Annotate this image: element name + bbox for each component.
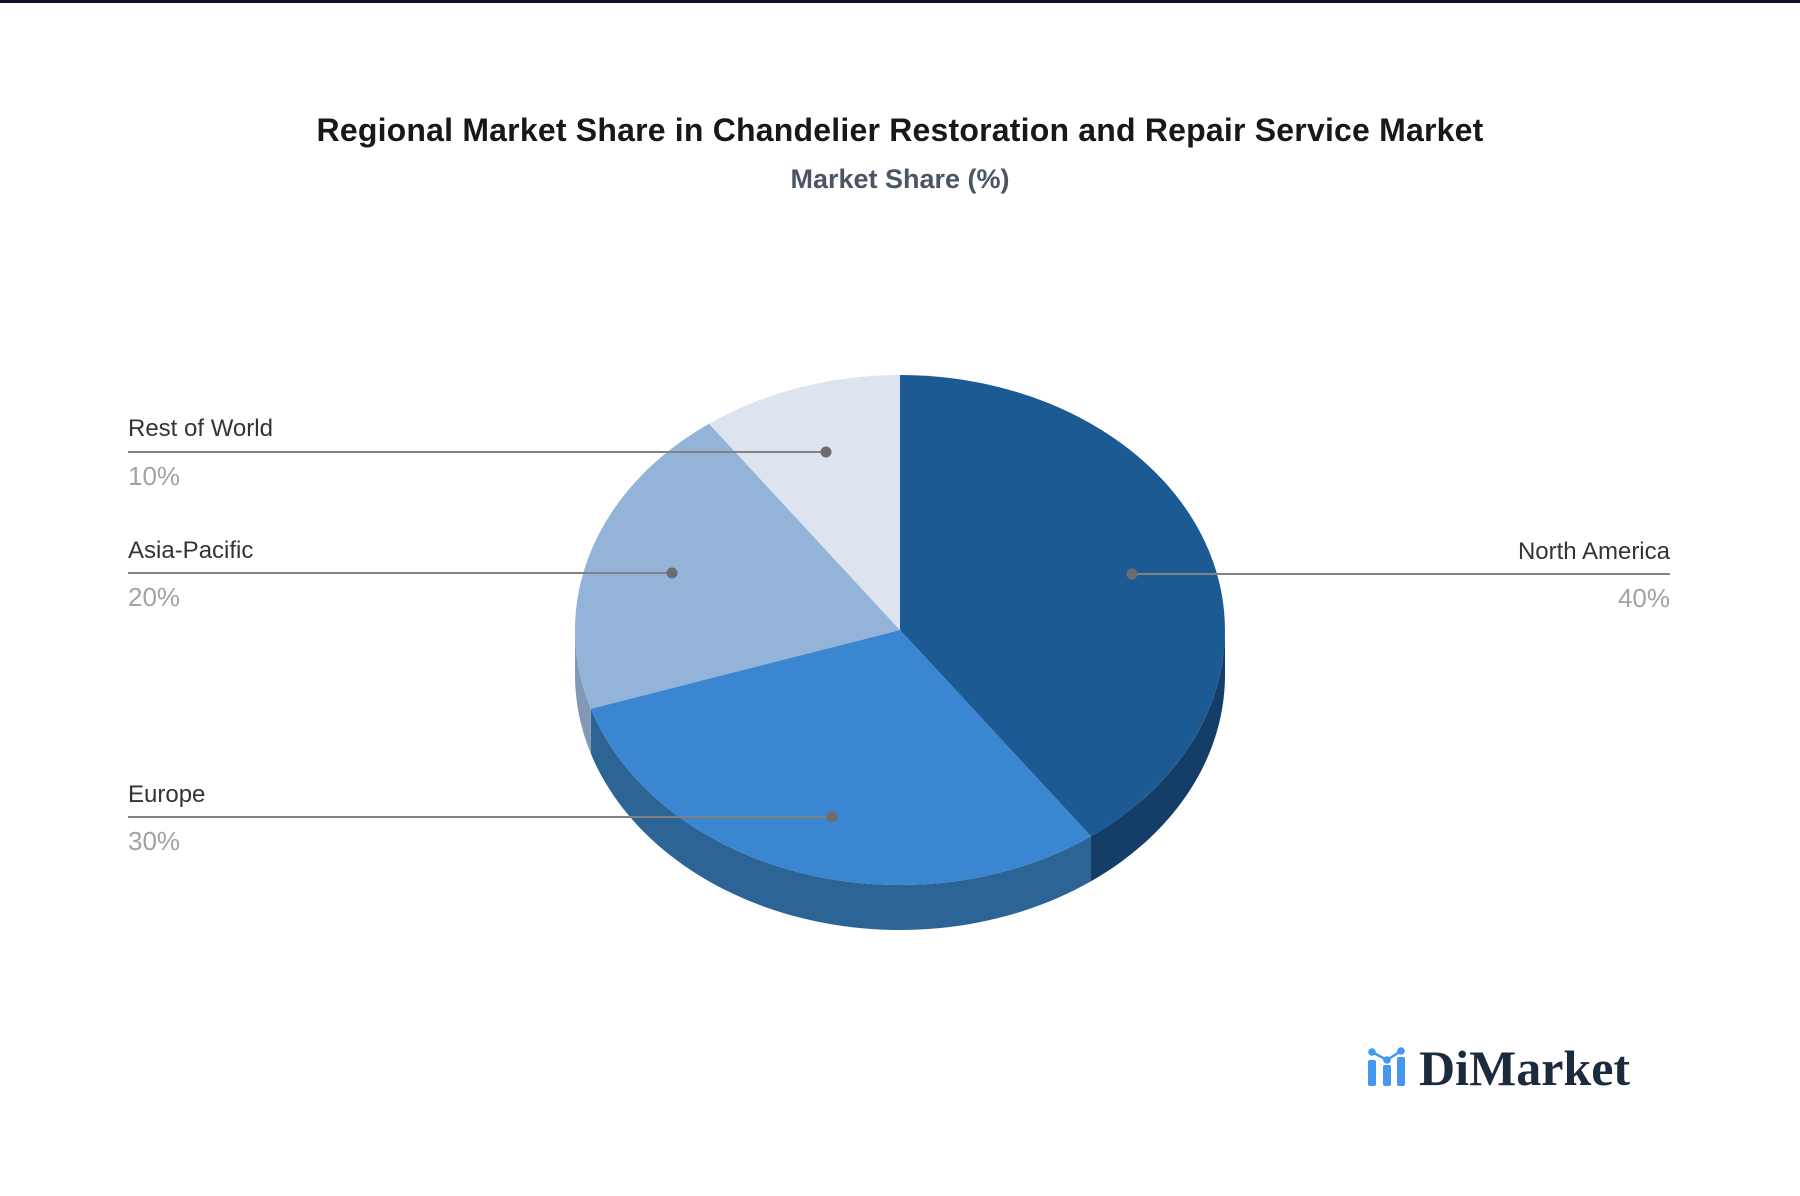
logo-bar-3 — [1397, 1057, 1405, 1086]
leader-dot-north-america — [1126, 568, 1138, 580]
slice-value: 40% — [1617, 583, 1670, 613]
logo-bar-2 — [1383, 1065, 1391, 1086]
dimarket-logo: DiMarket — [1368, 1040, 1631, 1096]
logo-dot-1 — [1368, 1048, 1376, 1056]
pie-slice-north-america-side — [1091, 630, 1225, 882]
value-europe: 30% — [128, 826, 180, 857]
chart-title: Regional Market Share in Chandelier Rest… — [316, 112, 1484, 148]
bar-line-chart-icon — [1368, 1047, 1405, 1086]
slice-label: Europe — [128, 781, 206, 808]
pie-slice-asia-pacific[interactable] — [574, 423, 900, 709]
slice-label: North America — [1517, 538, 1670, 565]
value-north-america: 40% — [1618, 583, 1670, 614]
label-rest-of-world: Rest of World — [128, 414, 273, 443]
label-asia-pacific: Asia-Pacific — [128, 536, 253, 565]
pie-slice-rest-of-world[interactable] — [709, 375, 900, 630]
pie-slice-north-america[interactable] — [900, 375, 1225, 837]
leader-dot-europe — [826, 811, 838, 823]
slice-label: Rest of World — [128, 415, 273, 442]
leader-dot-rest-of-world — [820, 446, 832, 458]
slice-value: 30% — [128, 826, 181, 856]
window-top-border — [0, 0, 1800, 3]
slice-value: 20% — [128, 582, 181, 612]
logo-dot-2 — [1383, 1056, 1391, 1064]
value-asia-pacific: 20% — [128, 582, 180, 613]
leader-dot-asia-pacific — [666, 567, 678, 579]
label-north-america: North America — [1518, 537, 1670, 566]
chart-subtitle: Market Share (%) — [790, 164, 1010, 194]
logo-wordmark: DiMarket — [1419, 1040, 1631, 1096]
logo-bar-1 — [1368, 1060, 1376, 1086]
slice-value: 10% — [128, 461, 181, 491]
slice-label: Asia-Pacific — [128, 537, 254, 564]
logo-dot-3 — [1397, 1047, 1405, 1055]
label-europe: Europe — [128, 780, 205, 809]
pie-slice-asia-pacific-side — [575, 630, 591, 754]
pie-slice-europe-side — [590, 708, 1091, 930]
value-rest-of-world: 10% — [128, 461, 180, 492]
pie-slice-europe[interactable] — [590, 630, 1091, 885]
